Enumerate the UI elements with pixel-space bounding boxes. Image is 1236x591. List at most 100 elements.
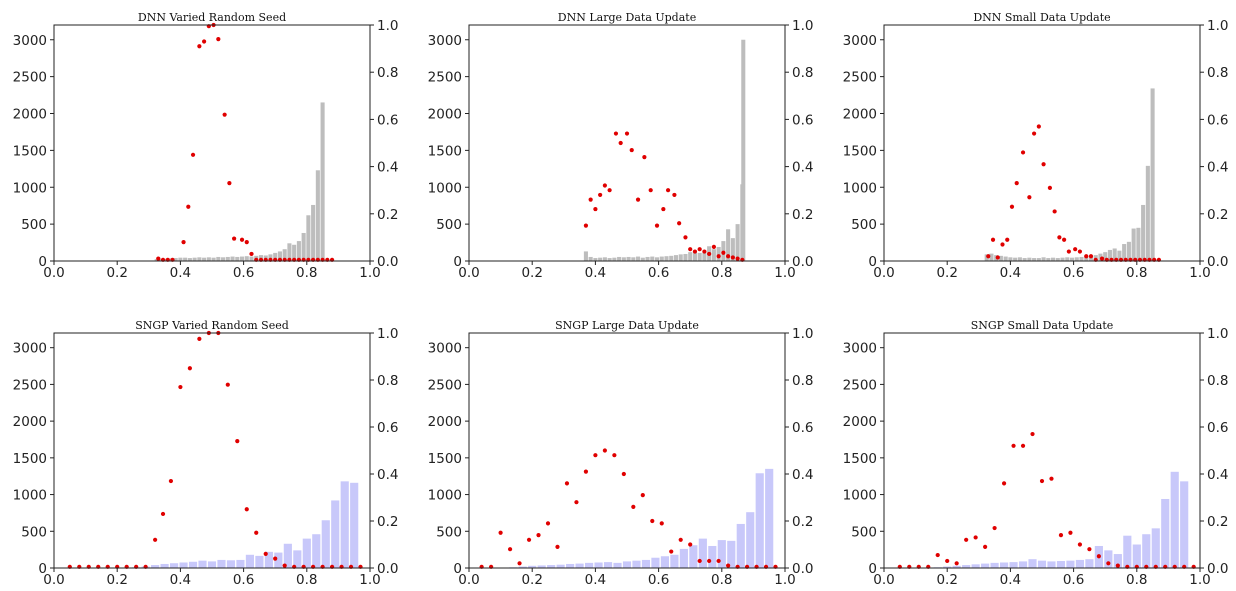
data-point [232, 236, 237, 241]
histogram-bar [274, 552, 283, 568]
histogram-bar [1103, 252, 1108, 261]
data-point [612, 453, 617, 458]
plot-frame [468, 24, 786, 262]
data-point [593, 453, 598, 458]
histogram-bar [702, 251, 707, 261]
data-point [1014, 181, 1019, 186]
histogram-bar [296, 241, 301, 261]
plot-frame [883, 24, 1201, 262]
y-left-tick-label: 1500 [428, 143, 462, 159]
data-point [1020, 150, 1026, 155]
histogram-bar [588, 256, 593, 261]
y-left-tick-label: 0 [868, 254, 877, 270]
y-left-tick-label: 2500 [428, 70, 462, 86]
histogram-bar [192, 257, 197, 261]
x-tick-label: 0.0 [873, 572, 894, 588]
histogram-bar [689, 545, 698, 568]
histogram-bar [1009, 562, 1018, 568]
histogram-bar [640, 257, 645, 261]
y-right-tick-label: 0.8 [1207, 373, 1228, 389]
y-right-tick-label: 1.0 [792, 326, 813, 342]
data-point [659, 521, 664, 526]
y-right-tick-label: 0.0 [1207, 254, 1228, 270]
y-left-tick-label: 500 [21, 524, 47, 540]
y-left-tick-label: 3000 [13, 33, 47, 49]
histogram-bar [621, 257, 626, 261]
x-tick-label: 0.6 [233, 265, 254, 281]
histogram-bar [670, 554, 679, 568]
histogram-bar [1084, 256, 1089, 261]
data-point [160, 511, 166, 517]
histogram-bar [654, 257, 660, 261]
histogram-bar [226, 560, 236, 568]
chart-panel-6: SNGP Small Data Update 0.0 0.2 0.4 0.6 0.8 1.0… [843, 319, 1229, 588]
histogram-bar [197, 257, 202, 261]
data-point [187, 366, 192, 371]
x-tick-label: 0.4 [585, 265, 606, 281]
histogram-bar [320, 102, 325, 261]
histogram-bar [301, 232, 306, 261]
y-left-tick-label: 2500 [13, 377, 47, 393]
histogram-bar [1008, 257, 1013, 261]
histogram-bar [198, 560, 207, 568]
plot-frame [883, 332, 1201, 569]
y-right-tick-label: 0.6 [792, 420, 813, 436]
histogram-bar [678, 254, 683, 261]
data-point [1106, 561, 1111, 566]
data-point [1052, 209, 1057, 214]
x-tick-label: 0.8 [296, 572, 317, 588]
data-point [583, 469, 589, 474]
y-right-tick-label: 0.4 [377, 467, 398, 483]
histogram-bar [179, 562, 188, 568]
histogram-bar [547, 565, 556, 568]
histogram-bar [206, 257, 211, 261]
histogram-bar [989, 253, 994, 261]
x-tick-label: 0.4 [585, 572, 606, 588]
data-point [607, 188, 612, 193]
x-tick-label: 0.6 [1063, 572, 1084, 588]
y-left-tick-label: 2000 [843, 414, 877, 430]
data-point [202, 39, 207, 44]
histogram-bar [236, 559, 245, 568]
y-left-tick-label: 2000 [428, 107, 462, 123]
histogram-bar [1141, 204, 1146, 261]
histogram-bar [178, 257, 183, 261]
y-left-tick-label: 500 [851, 524, 877, 540]
histogram-bar [641, 559, 651, 568]
x-tick-label: 1.0 [1189, 265, 1210, 281]
histogram-bar [593, 258, 598, 261]
data-point [654, 223, 660, 228]
y-left-tick-label: 0 [868, 561, 877, 577]
chart-title: SNGP Varied Random Seed [135, 319, 289, 332]
histogram-bar [1022, 258, 1027, 261]
histogram-bar [1028, 559, 1037, 568]
data-point [618, 140, 623, 146]
x-tick-label: 0.0 [43, 265, 64, 281]
data-point [282, 563, 287, 568]
histogram-bar [1123, 535, 1132, 568]
data-point [197, 336, 202, 341]
histogram-bar [183, 257, 188, 261]
data-point [986, 254, 991, 259]
data-point [992, 525, 997, 531]
data-point [735, 256, 740, 261]
data-point [222, 112, 227, 117]
data-point [225, 382, 230, 387]
histogram-bar [659, 256, 664, 261]
y-right-tick-label: 0.4 [1207, 467, 1228, 483]
y-right-tick-label: 0.6 [792, 112, 813, 128]
y-left-tick-label: 500 [21, 217, 47, 233]
data-point [697, 558, 702, 564]
y-right-tick-label: 0.4 [792, 160, 813, 176]
histogram-bar [669, 255, 674, 261]
data-point [995, 255, 1000, 260]
histogram-bar [170, 563, 179, 568]
data-point [1032, 131, 1037, 136]
histogram-bar [1131, 228, 1136, 261]
histogram-bar [302, 538, 311, 568]
histogram-bar [1018, 561, 1028, 568]
y-left-tick-label: 1500 [428, 451, 462, 467]
data-point [1020, 443, 1026, 448]
y-right-tick-label: 1.0 [1207, 326, 1228, 342]
